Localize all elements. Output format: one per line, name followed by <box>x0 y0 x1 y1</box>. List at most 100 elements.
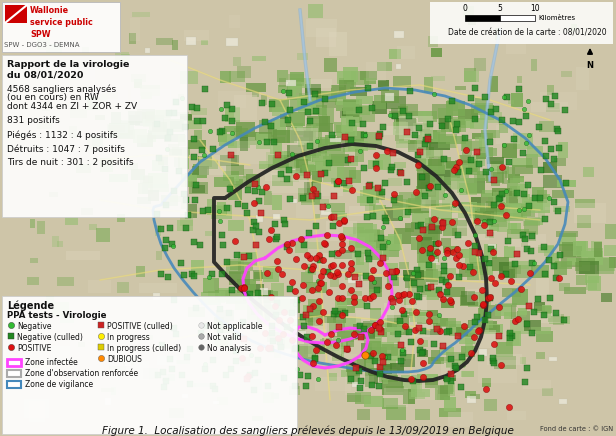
Point <box>200 366 209 373</box>
Bar <box>157 356 177 365</box>
Bar <box>479 261 493 275</box>
Point <box>227 286 237 293</box>
Bar <box>136 112 154 126</box>
Bar <box>310 119 319 131</box>
Point <box>485 230 495 237</box>
Point <box>349 299 359 306</box>
Bar <box>443 268 456 276</box>
Bar <box>517 76 522 83</box>
Point <box>527 260 537 267</box>
Bar <box>458 109 479 121</box>
Bar <box>352 262 369 276</box>
Point <box>280 216 290 223</box>
Bar <box>299 93 310 97</box>
Bar <box>274 151 286 161</box>
Point <box>414 235 424 242</box>
Bar <box>111 112 121 125</box>
Point <box>404 328 414 335</box>
Bar <box>133 129 147 143</box>
Bar <box>147 130 169 139</box>
Bar <box>394 31 403 38</box>
Bar <box>126 360 131 366</box>
Bar <box>326 221 357 241</box>
Bar <box>506 412 526 420</box>
Point <box>199 152 209 159</box>
Bar <box>507 180 518 191</box>
Bar <box>278 299 300 313</box>
Bar <box>320 339 339 349</box>
Bar <box>344 102 359 114</box>
Point <box>277 171 286 178</box>
Point <box>486 245 496 252</box>
Bar <box>439 347 454 355</box>
Bar <box>343 67 358 82</box>
Bar <box>87 138 100 150</box>
Point <box>299 99 309 106</box>
Bar <box>364 356 375 371</box>
Bar <box>579 261 599 274</box>
Point <box>169 109 179 116</box>
Bar <box>172 40 178 50</box>
Bar <box>179 156 189 169</box>
Point <box>395 215 405 221</box>
Bar <box>444 185 452 191</box>
Point <box>315 279 325 286</box>
Point <box>438 220 448 227</box>
Point <box>359 132 369 139</box>
Bar <box>318 114 327 123</box>
Point <box>246 352 256 359</box>
Bar <box>461 291 476 305</box>
Point <box>553 125 562 132</box>
Bar <box>511 265 533 279</box>
Point <box>469 334 479 341</box>
Point <box>413 162 423 169</box>
Point <box>546 101 556 108</box>
Bar <box>81 208 93 215</box>
Bar <box>214 177 234 187</box>
Point <box>419 140 429 147</box>
Bar <box>348 156 358 166</box>
Point <box>169 188 179 195</box>
Bar <box>386 93 394 101</box>
Bar <box>215 290 230 300</box>
Bar <box>511 93 523 107</box>
Point <box>264 235 274 242</box>
Point <box>290 288 300 295</box>
Bar <box>306 315 320 322</box>
Bar <box>364 338 381 343</box>
Bar <box>464 68 476 82</box>
Bar <box>370 277 383 292</box>
Bar <box>478 309 487 323</box>
Point <box>378 223 388 230</box>
Point <box>162 146 172 153</box>
Bar <box>338 167 356 180</box>
Bar <box>298 137 319 147</box>
Bar <box>5 5 27 23</box>
Point <box>410 131 419 138</box>
Point <box>418 374 428 381</box>
Point <box>414 294 424 301</box>
Bar <box>426 218 435 231</box>
Point <box>313 193 323 200</box>
Point <box>334 324 344 331</box>
Bar <box>477 170 488 181</box>
Bar <box>467 290 479 302</box>
Bar <box>304 127 314 136</box>
Point <box>374 382 384 389</box>
Point <box>214 208 224 215</box>
Point <box>496 273 506 280</box>
Point <box>425 245 435 252</box>
Point <box>197 146 207 153</box>
Bar <box>387 369 397 379</box>
Point <box>429 90 439 97</box>
Point <box>471 249 480 255</box>
Bar <box>337 298 358 305</box>
Bar <box>604 225 616 239</box>
Point <box>251 370 261 377</box>
Bar <box>208 199 216 215</box>
Point <box>171 331 181 338</box>
Point <box>506 330 516 337</box>
Bar <box>552 190 573 198</box>
Point <box>442 249 452 256</box>
Bar <box>555 261 572 269</box>
